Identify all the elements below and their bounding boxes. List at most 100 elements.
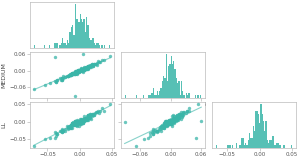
Bar [94,43,95,48]
Point [167,122,172,125]
Point [172,117,177,120]
Bar [169,64,171,98]
Point [79,69,84,72]
Bar [60,43,62,48]
Point [167,119,172,122]
Point [84,66,89,68]
Point [162,122,167,125]
Point [159,125,164,128]
Point [65,126,70,129]
Point [53,81,58,83]
Point [167,121,172,123]
Point [91,65,95,67]
Point [85,113,90,116]
Bar [97,43,99,48]
Point [158,126,162,129]
Point [76,120,80,123]
Point [164,122,168,124]
Point [170,119,174,121]
Point [179,115,184,118]
Point [89,66,94,68]
Point [60,79,64,81]
Bar [163,76,164,98]
Point [172,114,177,117]
Point [61,75,66,77]
Bar [83,19,85,48]
Point [163,121,168,123]
Y-axis label: MEDIUM: MEDIUM [1,62,6,88]
Point [84,65,89,68]
Point [70,72,75,75]
Bar [268,143,269,148]
Point [60,129,65,131]
Point [167,123,172,125]
Point [55,79,60,81]
Point [85,66,90,68]
Point [88,113,92,115]
Point [73,120,78,122]
Point [73,71,78,74]
Point [69,71,74,74]
Point [169,121,173,124]
Point [61,129,66,132]
Point [73,71,78,74]
Point [79,120,83,122]
Point [79,121,84,124]
Bar [195,95,196,98]
Point [85,66,89,69]
Point [159,127,164,129]
Point [99,107,104,110]
Point [179,118,184,120]
Point [161,126,166,129]
Bar [171,56,172,98]
Bar [96,43,97,48]
Bar [152,93,153,98]
Point [76,120,81,122]
Point [80,120,84,122]
Bar [186,93,187,98]
Bar [92,38,94,48]
Point [179,113,184,115]
Point [74,120,79,123]
Point [85,117,90,120]
Point [79,117,83,120]
Point [74,70,79,73]
Bar [280,145,281,148]
Point [79,118,84,121]
Point [82,67,86,69]
Bar [188,93,190,98]
Point [184,109,189,112]
Point [84,114,89,117]
Point [179,113,184,115]
Point [102,110,106,113]
Point [164,123,169,125]
Point [167,122,172,125]
Point [87,64,91,67]
Bar [182,91,183,98]
Point [173,117,178,119]
Point [177,113,182,115]
Point [164,123,169,126]
Point [70,71,75,74]
Bar [153,88,154,98]
Point [66,75,71,78]
Point [164,121,169,123]
Bar [64,43,65,48]
Point [84,117,89,120]
Bar [101,45,103,48]
Point [79,68,84,71]
Point [84,117,89,119]
Point [177,116,182,119]
Point [79,67,84,69]
Point [68,126,72,129]
Point [173,118,178,120]
Bar [177,83,178,98]
Point [75,71,80,74]
Point [65,74,70,77]
Point [173,118,178,121]
Point [53,136,58,139]
Point [163,122,168,125]
Point [86,115,90,117]
Point [170,120,175,122]
Bar [157,91,158,98]
